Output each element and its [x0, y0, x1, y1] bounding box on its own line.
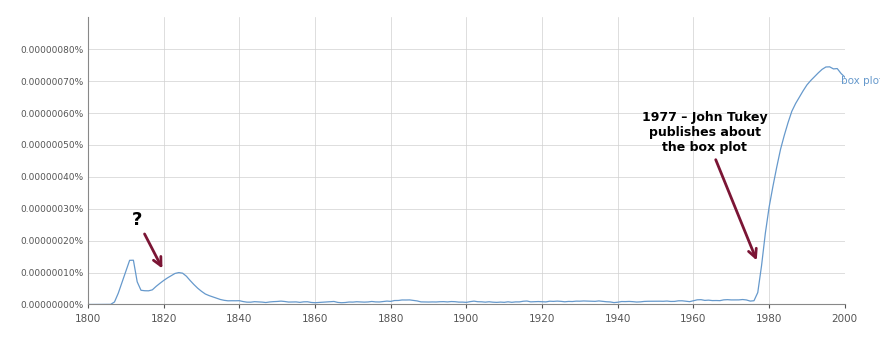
Text: box plot: box plot: [841, 76, 880, 86]
Text: ?: ?: [132, 211, 161, 266]
Text: 1977 – John Tukey
publishes about
the box plot: 1977 – John Tukey publishes about the bo…: [642, 111, 767, 257]
